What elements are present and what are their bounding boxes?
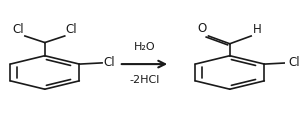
Text: Cl: Cl <box>12 23 24 36</box>
Text: H₂O: H₂O <box>134 42 155 52</box>
Text: Cl: Cl <box>66 23 77 36</box>
Text: H: H <box>253 23 261 36</box>
Text: Cl: Cl <box>288 56 300 69</box>
Text: O: O <box>198 22 207 35</box>
Text: Cl: Cl <box>103 56 115 69</box>
Text: -2HCl: -2HCl <box>129 75 160 85</box>
